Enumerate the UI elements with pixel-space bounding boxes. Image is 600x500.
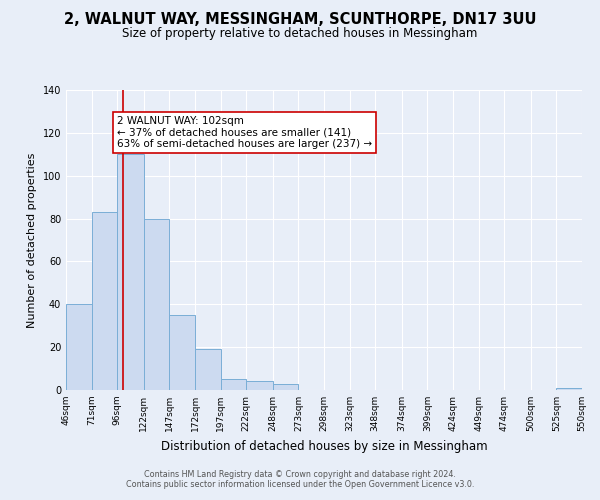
Bar — [92, 212, 117, 390]
Y-axis label: Number of detached properties: Number of detached properties — [27, 152, 37, 328]
Bar — [556, 388, 582, 390]
Text: Size of property relative to detached houses in Messingham: Size of property relative to detached ho… — [122, 28, 478, 40]
Bar — [221, 380, 246, 390]
Text: 2, WALNUT WAY, MESSINGHAM, SCUNTHORPE, DN17 3UU: 2, WALNUT WAY, MESSINGHAM, SCUNTHORPE, D… — [64, 12, 536, 28]
Bar — [66, 304, 92, 390]
Bar — [144, 218, 169, 390]
Bar — [169, 315, 195, 390]
Bar — [246, 382, 273, 390]
X-axis label: Distribution of detached houses by size in Messingham: Distribution of detached houses by size … — [161, 440, 487, 452]
Bar — [195, 350, 221, 390]
Text: Contains HM Land Registry data © Crown copyright and database right 2024.: Contains HM Land Registry data © Crown c… — [144, 470, 456, 479]
Text: Contains public sector information licensed under the Open Government Licence v3: Contains public sector information licen… — [126, 480, 474, 489]
Bar — [117, 154, 144, 390]
Text: 2 WALNUT WAY: 102sqm
← 37% of detached houses are smaller (141)
63% of semi-deta: 2 WALNUT WAY: 102sqm ← 37% of detached h… — [117, 116, 373, 149]
Bar — [273, 384, 298, 390]
